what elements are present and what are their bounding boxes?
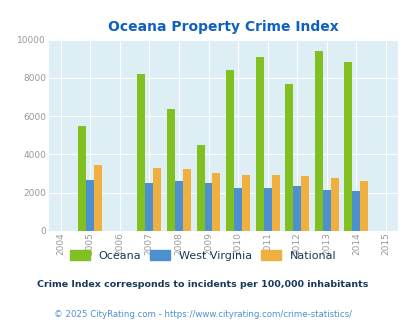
Bar [86, 180, 94, 231]
Bar [175, 181, 183, 231]
Bar [204, 183, 212, 231]
Bar [301, 177, 309, 231]
Bar [137, 74, 145, 231]
Bar [153, 168, 161, 231]
Bar [343, 62, 352, 231]
Text: © 2025 CityRating.com - https://www.cityrating.com/crime-statistics/: © 2025 CityRating.com - https://www.city… [54, 310, 351, 319]
Bar [226, 70, 234, 231]
Bar [234, 188, 241, 231]
Bar [166, 109, 175, 231]
Bar [352, 191, 360, 231]
Bar [94, 165, 102, 231]
Title: Oceana Property Crime Index: Oceana Property Crime Index [108, 20, 338, 34]
Bar [196, 145, 204, 231]
Bar [360, 181, 367, 231]
Bar [255, 57, 263, 231]
Bar [271, 176, 279, 231]
Bar [212, 173, 220, 231]
Bar [322, 190, 330, 231]
Bar [314, 51, 322, 231]
Bar [145, 183, 153, 231]
Text: Crime Index corresponds to incidents per 100,000 inhabitants: Crime Index corresponds to incidents per… [37, 280, 368, 289]
Legend: Oceana, West Virginia, National: Oceana, West Virginia, National [66, 247, 339, 264]
Bar [330, 178, 338, 231]
Bar [285, 83, 292, 231]
Bar [183, 169, 190, 231]
Bar [263, 188, 271, 231]
Bar [241, 175, 249, 231]
Bar [292, 186, 301, 231]
Bar [78, 126, 86, 231]
